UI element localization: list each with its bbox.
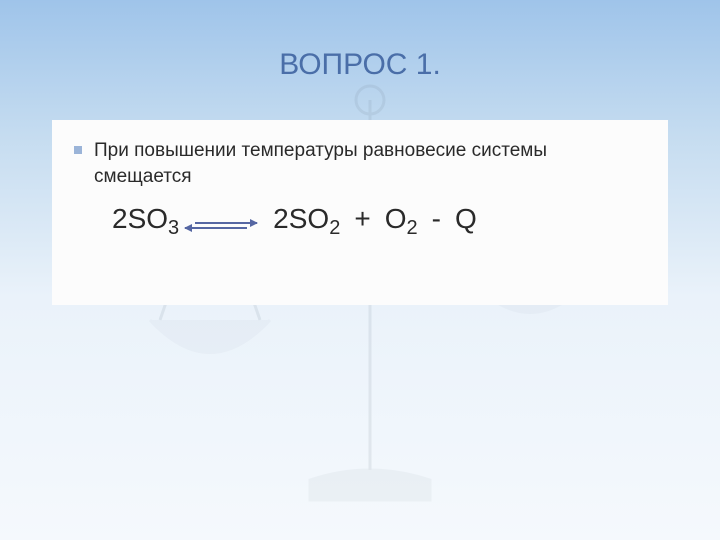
base: O [385, 203, 407, 235]
coef: 2 [273, 203, 289, 235]
arrow-right-icon [195, 222, 257, 224]
product-2: O 2 [385, 203, 418, 235]
subscript: 2 [329, 217, 340, 240]
chemical-equation: 2 SO 3 2 SO 2 + O 2 - Q [112, 203, 646, 235]
base: SO [289, 203, 329, 235]
equilibrium-arrows-icon [195, 222, 257, 229]
reactant-1: 2 SO 3 [112, 203, 179, 235]
content-box: При повышении температуры равновесие сис… [52, 120, 668, 305]
question-text: При повышении температуры равновесие сис… [94, 138, 646, 189]
minus-operator: - [428, 203, 445, 235]
coef: 2 [112, 203, 128, 235]
heat-q: Q [455, 203, 477, 235]
subscript: 3 [168, 217, 179, 240]
plus-operator: + [350, 203, 374, 235]
arrow-left-icon [185, 227, 247, 229]
square-bullet-icon [74, 146, 82, 154]
bullet-row: При повышении температуры равновесие сис… [74, 138, 646, 189]
subscript: 2 [406, 217, 417, 240]
base: SO [128, 203, 168, 235]
product-1: 2 SO 2 [273, 203, 340, 235]
slide-title: ВОПРОС 1. [0, 0, 720, 82]
